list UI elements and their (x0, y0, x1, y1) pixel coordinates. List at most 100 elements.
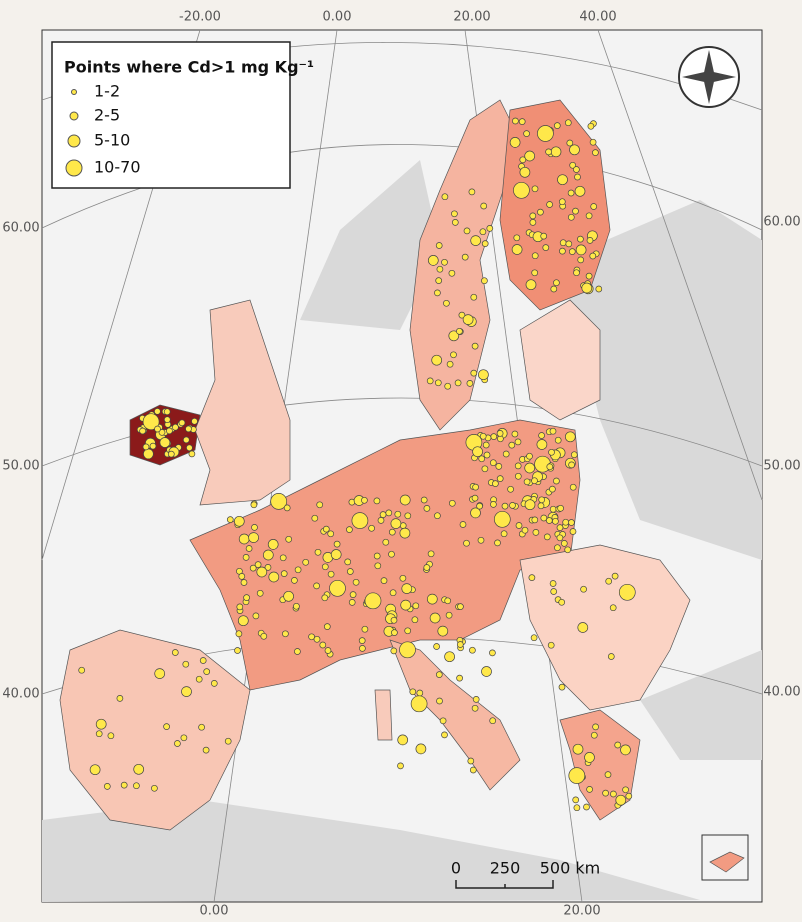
sample-point (523, 478, 531, 486)
sample-point (587, 122, 595, 130)
sample-point (185, 425, 192, 433)
sample-point (586, 237, 594, 244)
sample-point (574, 173, 581, 181)
sample-point (186, 444, 193, 452)
sample-point (195, 675, 203, 683)
sample-point (388, 528, 396, 536)
sample-point (463, 539, 470, 547)
sample-point (557, 504, 564, 512)
sample-point (568, 519, 575, 526)
sample-point (166, 427, 173, 435)
sample-point (264, 564, 272, 571)
sample-point (618, 583, 636, 601)
sample-point (479, 432, 487, 440)
sample-point (294, 566, 302, 574)
sample-point (267, 539, 279, 550)
sample-point (537, 208, 544, 216)
sample-point (348, 599, 356, 606)
sample-point (489, 717, 497, 725)
sample-point (472, 696, 480, 703)
sample-point (531, 252, 539, 260)
sample-point (254, 561, 262, 568)
sample-point (330, 549, 342, 560)
graticule-labels: -20.00 0.00 20.00 40.00 60.00 50.00 40.0… (2, 10, 800, 919)
sample-point (346, 526, 353, 533)
sample-point (139, 427, 146, 435)
sample-point (528, 574, 536, 581)
sample-point (433, 643, 440, 650)
sample-point (397, 762, 404, 770)
sample-point (514, 462, 522, 470)
sample-point (260, 632, 268, 640)
sample-point (607, 653, 615, 660)
sample-point (171, 649, 179, 656)
sample-point (580, 585, 587, 593)
sample-point (552, 517, 559, 525)
scale-label: 0 (451, 859, 461, 878)
background-land (42, 160, 762, 902)
sample-point (149, 442, 157, 450)
sample-point (202, 746, 210, 754)
sample-point (486, 225, 494, 232)
sample-point (585, 272, 593, 280)
sample-point (545, 148, 552, 156)
sample-point (364, 592, 382, 610)
sample-point (577, 256, 585, 264)
sample-point (423, 505, 431, 512)
sample-point (572, 796, 580, 804)
sample-point (427, 550, 435, 558)
sample-point (302, 558, 310, 566)
sample-point (243, 594, 250, 601)
sample-point (519, 166, 531, 178)
sample-point (472, 483, 479, 491)
sample-point (382, 538, 390, 546)
sample-point (163, 408, 171, 416)
sample-point (158, 429, 166, 436)
scale-label: 250 (490, 859, 521, 878)
sample-point (550, 285, 558, 293)
sample-point (441, 193, 449, 201)
sample-point (435, 242, 443, 249)
sample-point (250, 501, 258, 509)
sample-point (233, 515, 245, 527)
sample-point (470, 293, 478, 301)
sample-point (513, 181, 530, 199)
sample-point (509, 137, 521, 148)
sample-point (558, 598, 566, 606)
sample-point (585, 212, 593, 220)
sample-point (379, 511, 387, 518)
sample-point (529, 219, 537, 226)
sample-point (468, 188, 476, 196)
sample-point (556, 524, 564, 531)
top-label: 40.00 (579, 10, 616, 25)
sample-point (391, 629, 398, 636)
sample-point (198, 723, 205, 731)
sample-point (450, 351, 457, 359)
sample-point (420, 496, 428, 504)
sample-point (327, 530, 335, 538)
sample-point (461, 253, 469, 261)
sample-point (472, 446, 483, 458)
sample-point (457, 603, 464, 610)
sample-point (236, 603, 244, 611)
sample-point (410, 695, 428, 713)
sample-point (470, 235, 482, 246)
sample-point (235, 630, 243, 638)
sample-point (323, 623, 331, 630)
sample-point (199, 657, 207, 664)
sample-point (280, 570, 288, 577)
sample-point (492, 480, 499, 487)
sample-point (569, 528, 577, 535)
sample-point (448, 330, 460, 342)
sample-point (444, 651, 455, 663)
sample-point (546, 463, 554, 471)
sample-point (256, 589, 264, 597)
sample-point (270, 493, 288, 510)
sample-point (554, 544, 561, 552)
right-label: 40.00 (763, 685, 800, 700)
sample-point (361, 625, 369, 633)
sample-point (476, 502, 483, 510)
sample-point (458, 311, 466, 319)
sample-point (496, 475, 504, 482)
sample-point (249, 564, 257, 572)
